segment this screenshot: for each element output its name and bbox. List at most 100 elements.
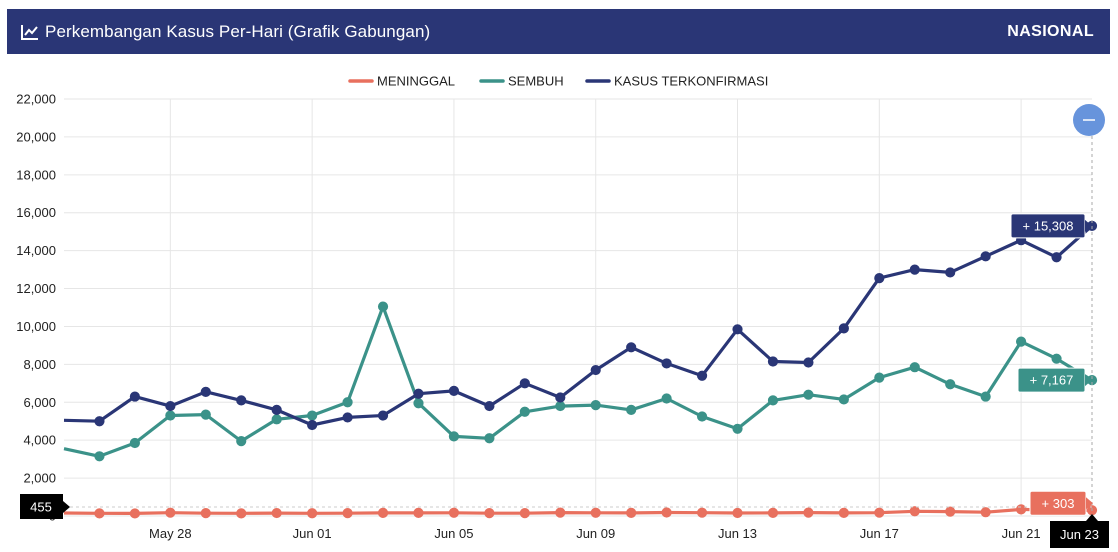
data-point[interactable] [661, 393, 672, 404]
data-point[interactable] [909, 362, 920, 373]
data-point[interactable] [555, 507, 566, 518]
data-point[interactable] [484, 508, 495, 519]
y-axis: 02,0004,0006,0008,00010,00012,00014,0001… [16, 92, 56, 524]
data-point[interactable] [980, 391, 991, 402]
data-point[interactable] [200, 508, 211, 519]
data-point[interactable] [200, 386, 211, 397]
data-point[interactable] [838, 323, 849, 334]
data-point[interactable] [1016, 504, 1027, 515]
data-point[interactable] [484, 400, 495, 412]
data-point[interactable] [874, 273, 885, 284]
data-point[interactable] [945, 506, 956, 517]
data-point[interactable] [94, 416, 105, 427]
data-point[interactable] [661, 507, 672, 518]
data-point[interactable] [377, 410, 389, 421]
data-point[interactable] [626, 507, 637, 518]
data-point[interactable] [94, 451, 105, 462]
data-point[interactable] [236, 436, 247, 447]
data-point[interactable] [732, 324, 743, 335]
data-point[interactable] [519, 406, 530, 417]
data-point[interactable] [165, 507, 176, 518]
data-point[interactable] [484, 433, 495, 444]
data-point[interactable] [271, 507, 282, 519]
data-point[interactable] [909, 264, 920, 275]
data-point[interactable] [129, 391, 140, 402]
series-line[interactable] [63, 507, 1092, 515]
data-point[interactable] [767, 507, 779, 518]
data-point[interactable] [732, 423, 743, 434]
legend-label[interactable]: SEMBUH [508, 74, 564, 89]
data-point[interactable] [696, 507, 708, 518]
data-point[interactable] [696, 411, 708, 422]
data-point[interactable] [980, 507, 991, 518]
legend[interactable]: MENINGGAL SEMBUH KASUS TERKONFIRMASI [348, 74, 768, 89]
data-point[interactable] [271, 414, 282, 425]
legend-label[interactable]: KASUS TERKONFIRMASI [614, 74, 768, 89]
data-point[interactable] [626, 404, 637, 415]
chart-area[interactable]: 02,0004,0006,0008,00010,00012,00014,0001… [0, 60, 1118, 552]
data-point[interactable] [1016, 336, 1027, 347]
data-point[interactable] [200, 409, 211, 420]
data-point[interactable] [307, 508, 318, 519]
data-point[interactable] [271, 404, 282, 415]
data-point[interactable] [342, 412, 353, 423]
data-point[interactable] [165, 400, 176, 412]
data-point[interactable] [767, 356, 779, 367]
data-point[interactable] [1051, 353, 1062, 364]
y-tick-label: 6,000 [23, 395, 56, 410]
data-point[interactable] [448, 507, 460, 518]
data-point[interactable] [448, 431, 460, 442]
data-point[interactable] [236, 508, 247, 519]
data-point[interactable] [342, 397, 353, 408]
data-point[interactable] [413, 388, 424, 399]
data-point[interactable] [803, 389, 814, 400]
data-point[interactable] [94, 508, 105, 519]
data-point[interactable] [838, 394, 849, 405]
data-point[interactable] [413, 398, 424, 409]
data-point[interactable] [590, 400, 601, 411]
data-point[interactable] [413, 507, 424, 518]
crosshair-y-label-box [20, 494, 63, 519]
data-point[interactable] [307, 419, 318, 431]
data-point[interactable] [803, 507, 814, 518]
data-point[interactable] [342, 508, 353, 519]
data-point[interactable] [590, 364, 601, 376]
series-line[interactable] [63, 224, 1094, 427]
data-point[interactable] [945, 379, 956, 390]
data-point[interactable] [909, 506, 920, 517]
region-label[interactable]: NASIONAL [1007, 22, 1094, 40]
data-point[interactable] [874, 507, 885, 518]
y-tick-label: 22,000 [16, 92, 56, 107]
y-tick-label: 14,000 [16, 243, 56, 258]
data-point[interactable] [590, 507, 601, 518]
y-tick-label: 2,000 [23, 471, 56, 486]
data-point[interactable] [555, 392, 566, 403]
data-point[interactable] [626, 342, 637, 353]
series-line[interactable] [63, 305, 1093, 458]
data-point[interactable] [661, 358, 672, 369]
crosshair-y-label: 455 [30, 500, 52, 515]
data-point[interactable] [555, 400, 566, 412]
crosshair-y-label-arrow [63, 501, 70, 513]
data-point[interactable] [838, 507, 849, 518]
data-point[interactable] [129, 508, 140, 519]
data-point[interactable] [377, 301, 389, 312]
data-point[interactable] [767, 395, 779, 406]
data-point[interactable] [945, 267, 956, 278]
data-point[interactable] [519, 508, 530, 519]
data-point[interactable] [732, 507, 743, 519]
data-point[interactable] [519, 378, 530, 389]
data-point[interactable] [696, 370, 708, 381]
legend-label[interactable]: MENINGGAL [377, 74, 455, 89]
data-point[interactable] [874, 372, 885, 383]
y-tick-label: 12,000 [16, 281, 56, 296]
data-point[interactable] [377, 507, 389, 518]
data-point[interactable] [980, 251, 991, 262]
data-point[interactable] [236, 395, 247, 406]
data-point[interactable] [1051, 252, 1062, 263]
data-point[interactable] [803, 357, 814, 368]
data-point[interactable] [129, 437, 140, 449]
data-point[interactable] [165, 410, 176, 421]
data-point[interactable] [307, 410, 318, 421]
data-point[interactable] [448, 385, 460, 396]
